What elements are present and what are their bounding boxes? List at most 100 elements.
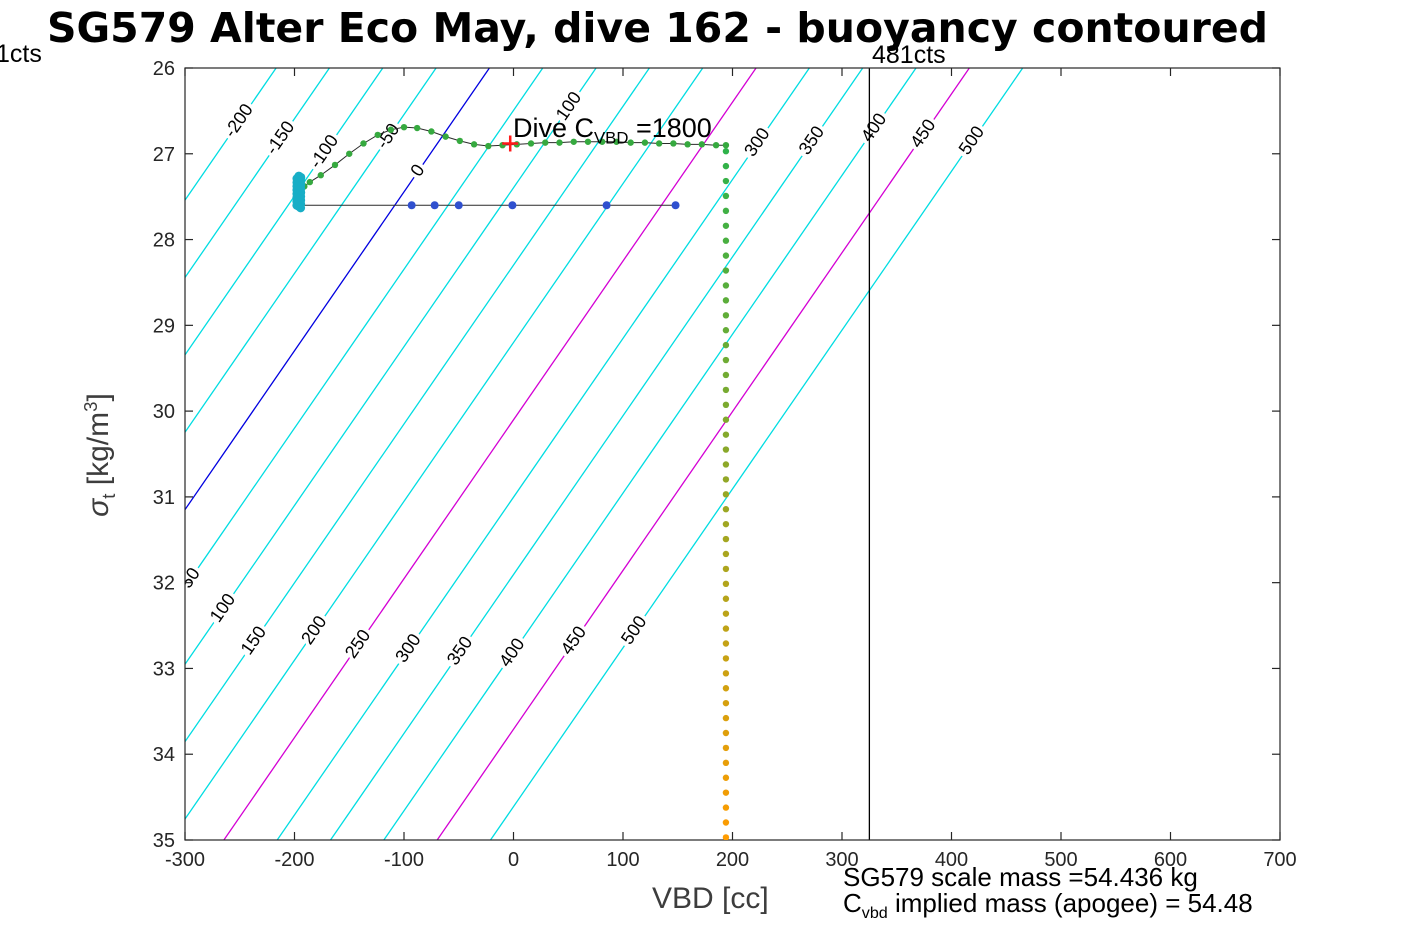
y-tick-label: 29 — [153, 315, 175, 337]
apogee_track-point — [670, 140, 677, 147]
cvbd_depth_line-point — [722, 834, 730, 840]
apogee_track-point — [542, 139, 549, 146]
contour-label: 350 — [443, 633, 477, 669]
x-tick-label: -200 — [274, 849, 314, 871]
dive_vbd_samples-point — [671, 201, 680, 210]
apogee_track-point — [598, 138, 606, 145]
series-layer — [292, 123, 730, 840]
ylabel-superscript: 3 — [80, 401, 101, 412]
contour-line — [276, 68, 810, 840]
contour-label: 0 — [406, 160, 428, 180]
ylabel-subscript: t — [98, 493, 119, 499]
apogee_track-point — [485, 142, 492, 150]
contour-line — [185, 68, 277, 201]
x-tick-label: 600 — [1154, 849, 1187, 871]
cvbd_depth_line-point — [722, 476, 730, 483]
cvbd_depth_line-point — [722, 148, 730, 155]
contour-label: 350 — [795, 122, 829, 158]
contour-line — [223, 68, 757, 840]
contour-line — [185, 68, 650, 743]
cvbd_depth_line-point — [722, 416, 730, 423]
x-tick-label: -300 — [165, 849, 205, 871]
cvbd_depth_line-point — [722, 610, 730, 617]
x-tick-label: 100 — [606, 849, 639, 871]
cvbd_depth_line-point — [722, 207, 730, 215]
cvbd_depth_line-point — [722, 162, 730, 170]
x-tick-label: 500 — [1044, 849, 1077, 871]
cvbd_depth_line-point — [722, 804, 730, 811]
y-tick-label: 27 — [153, 144, 175, 166]
cvbd_depth_line-point — [722, 520, 730, 528]
cvbd_depth_line-point — [722, 535, 730, 543]
implied-mass-prefix: C — [843, 888, 862, 918]
cvbd_depth_line-point — [722, 327, 730, 334]
y-tick-label: 32 — [153, 573, 175, 595]
y-axis-label: σt [kg/m3] — [80, 393, 120, 517]
x-tick-label: -100 — [384, 849, 424, 871]
cvbd_depth_line-point — [722, 401, 730, 409]
cvbd_depth_line-point — [722, 356, 730, 364]
cvbd_depth_line-point — [722, 550, 730, 558]
cvbd_depth_line-point — [722, 685, 730, 692]
x-tick-label: 300 — [825, 849, 858, 871]
cvbd_depth_line-point — [722, 177, 730, 185]
contour-label: 400 — [495, 634, 529, 670]
y-tick-label: 34 — [153, 744, 175, 766]
cvbd_depth_line-point — [722, 506, 730, 513]
contour-line — [185, 68, 437, 433]
apogee_track-point — [317, 172, 324, 179]
cvbd_depth_line-point — [722, 640, 730, 647]
y-tick-label: 30 — [153, 401, 175, 423]
x-tick-label: 0 — [508, 849, 519, 871]
contour-label: 150 — [237, 622, 271, 658]
contour-line — [329, 68, 864, 840]
x-axis-label: VBD [cc] — [652, 882, 769, 915]
apogee_track-point — [641, 139, 649, 146]
dive_vbd_samples-point — [602, 201, 611, 210]
apogee_track-point — [570, 138, 577, 145]
apogee_track-point — [470, 141, 478, 148]
contour-label: 200 — [297, 612, 331, 648]
cvbd_depth_line-point — [722, 759, 730, 767]
contour-label: 300 — [740, 124, 774, 160]
cvbd_depth_line-point — [722, 386, 730, 394]
apogee_track-point — [584, 138, 592, 145]
y-tick-label: 35 — [153, 830, 175, 852]
apogee_track-point — [442, 133, 449, 140]
cvbd_depth_line-point — [722, 744, 730, 752]
x-tick-label: 700 — [1263, 849, 1296, 871]
cvbd_depth_line-point — [722, 729, 730, 737]
dive-ann-value: =1800 — [628, 113, 712, 143]
apogee_track-point — [712, 142, 720, 149]
contour-label: 300 — [391, 630, 425, 666]
axes-box — [184, 67, 1281, 841]
cvbd_depth_line-point — [722, 714, 730, 722]
x-tick-label: 400 — [935, 849, 968, 871]
chart-title: SG579 Alter Eco May, dive 162 - buoyancy… — [47, 4, 1269, 52]
scale-mass-text: SG579 scale mass =54.436 kg — [843, 862, 1198, 892]
contour-label: 400 — [857, 109, 891, 145]
dive-ann-subscript: VBD — [594, 128, 629, 148]
apogee_track-point — [400, 123, 408, 131]
apogee_track-point — [556, 139, 563, 146]
apogee_track-point — [306, 178, 314, 186]
implied-mass-subscript: vbd — [861, 904, 888, 923]
cvbd_depth_line-point — [722, 431, 730, 438]
dive-cvbd-annotation: Dive CVBD =1800 — [513, 113, 712, 148]
surface_cluster-point — [296, 203, 306, 213]
contour-line — [489, 68, 1024, 840]
dive_vbd_samples-point — [407, 201, 416, 210]
implied-mass-text: Cvbd implied mass (apogee) = 54.48 — [843, 888, 1253, 923]
implied-mass-value: implied mass (apogee) = 54.48 — [887, 888, 1253, 918]
ylabel-units: [kg/m — [82, 411, 115, 494]
cvbd_depth_line-point — [722, 819, 730, 826]
contour-label: 450 — [906, 115, 940, 151]
cvbd_depth_line-point — [722, 237, 730, 244]
apogee_track-point — [684, 141, 691, 148]
contour-label: -150 — [261, 117, 298, 158]
contour-line — [185, 68, 330, 278]
cvbd_depth_line-point — [722, 580, 730, 588]
dive_vbd_samples-point — [454, 201, 463, 210]
apogee_track-point — [413, 124, 421, 132]
apogee_track-point — [360, 140, 367, 147]
